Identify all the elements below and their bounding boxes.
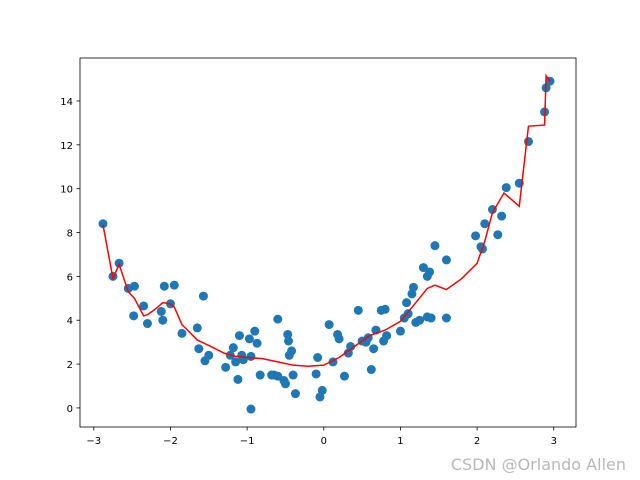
scatter-point xyxy=(198,291,208,301)
x-tick-label: 0 xyxy=(321,436,327,447)
y-tick-label: 6 xyxy=(67,272,73,283)
scatter-point xyxy=(369,344,379,354)
scatter-point xyxy=(246,404,256,414)
scatter-point xyxy=(139,301,149,311)
watermark: CSDN @Orlando Allen xyxy=(451,455,626,474)
x-tick-label: 2 xyxy=(474,436,480,447)
scatter-point xyxy=(441,313,451,323)
scatter-point xyxy=(142,319,152,329)
scatter-point xyxy=(382,331,392,341)
scatter-point xyxy=(252,338,262,348)
x-tick-label: 3 xyxy=(551,436,557,447)
scatter-point xyxy=(290,389,300,399)
scatter-point xyxy=(156,306,166,316)
scatter-point xyxy=(311,369,321,379)
x-tick-label: 1 xyxy=(397,436,403,447)
scatter-point xyxy=(250,326,260,336)
y-tick-label: 4 xyxy=(67,316,73,327)
scatter-point xyxy=(169,280,179,290)
scatter-point xyxy=(283,329,293,339)
scatter-point xyxy=(334,334,344,344)
y-tick-label: 8 xyxy=(67,229,73,240)
scatter-point xyxy=(129,281,139,291)
y-tick-label: 12 xyxy=(60,141,73,152)
y-tick-label: 0 xyxy=(67,404,73,415)
scatter-point xyxy=(353,305,363,315)
y-tick-label: 14 xyxy=(60,97,73,108)
x-tick-label: −3 xyxy=(86,436,101,447)
scatter-point xyxy=(246,351,256,361)
scatter-point xyxy=(523,137,533,147)
scatter-point xyxy=(192,323,202,333)
scatter-point xyxy=(426,313,436,323)
scatter-point xyxy=(204,350,214,360)
scatter-point xyxy=(501,183,511,193)
scatter-point xyxy=(159,281,169,291)
scatter-point xyxy=(493,230,503,240)
scatter-point xyxy=(234,331,244,341)
fit-line xyxy=(102,73,551,368)
scatter-point xyxy=(408,282,418,292)
scatter-point xyxy=(98,219,108,229)
scatter-point xyxy=(177,328,187,338)
scatter-point xyxy=(402,298,412,308)
scatter-point xyxy=(233,374,243,384)
scatter-point xyxy=(366,365,376,375)
x-tick-label: −2 xyxy=(163,436,178,447)
scatter-point xyxy=(395,326,405,336)
scatter-point xyxy=(288,370,298,380)
scatter-point xyxy=(273,314,283,324)
scatter-point xyxy=(244,334,254,344)
scatter-point xyxy=(425,267,435,277)
scatter-point xyxy=(480,219,490,229)
scatter-point xyxy=(346,342,356,352)
scatter-point xyxy=(471,231,481,241)
scatter-point xyxy=(194,344,204,354)
scatter-point xyxy=(158,315,168,325)
scatter-point xyxy=(487,205,497,215)
scatter-point xyxy=(339,371,349,381)
scatter-point xyxy=(380,304,390,314)
scatter-point xyxy=(287,346,297,356)
scatter-point xyxy=(231,357,241,367)
scatter-point xyxy=(497,211,507,221)
scatter-point xyxy=(415,315,425,325)
scatter-point xyxy=(255,370,265,380)
y-tick-label: 2 xyxy=(67,360,73,371)
scatter-point xyxy=(324,320,334,330)
scatter-point xyxy=(317,385,327,395)
x-tick-label: −1 xyxy=(240,436,255,447)
axes-frame xyxy=(79,57,577,428)
scatter-point xyxy=(280,379,290,389)
scatter-point xyxy=(228,343,238,353)
scatter-point xyxy=(441,255,451,265)
scatter-point xyxy=(284,336,294,346)
scatter-point xyxy=(221,362,231,372)
scatter-point xyxy=(313,352,323,362)
scatter-point xyxy=(129,311,139,321)
scatter-point xyxy=(430,241,440,251)
y-tick-label: 10 xyxy=(60,185,73,196)
